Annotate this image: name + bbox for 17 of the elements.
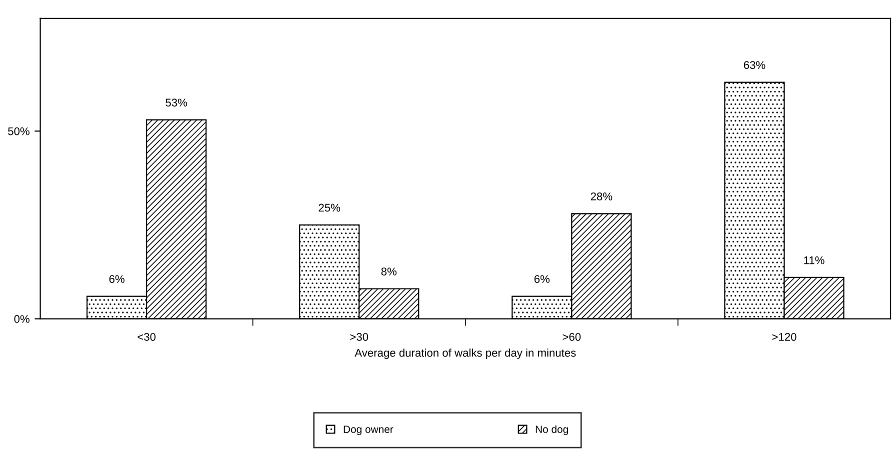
legend-label: Dog owner: [344, 426, 394, 436]
x-axis-title: Average duration of walks per day in minutes: [354, 348, 576, 359]
data-label: 11%: [804, 256, 824, 264]
data-label: 25%: [318, 204, 340, 212]
x-tick-label: >120: [772, 332, 796, 341]
x-tick-label: >30: [350, 332, 368, 341]
legend-label: No dog: [536, 425, 568, 436]
data-label: 6%: [534, 275, 550, 283]
data-label: 28%: [590, 192, 612, 200]
data-label: 6%: [109, 275, 124, 283]
x-tick-label: <30: [138, 332, 156, 341]
data-label: 8%: [381, 268, 397, 276]
x-tick-label: >60: [562, 332, 581, 341]
data-label: 63%: [744, 61, 766, 69]
y-tick-label: 0%: [14, 315, 30, 323]
y-tick-label: 50%: [8, 127, 30, 136]
data-label: 53%: [166, 98, 188, 107]
